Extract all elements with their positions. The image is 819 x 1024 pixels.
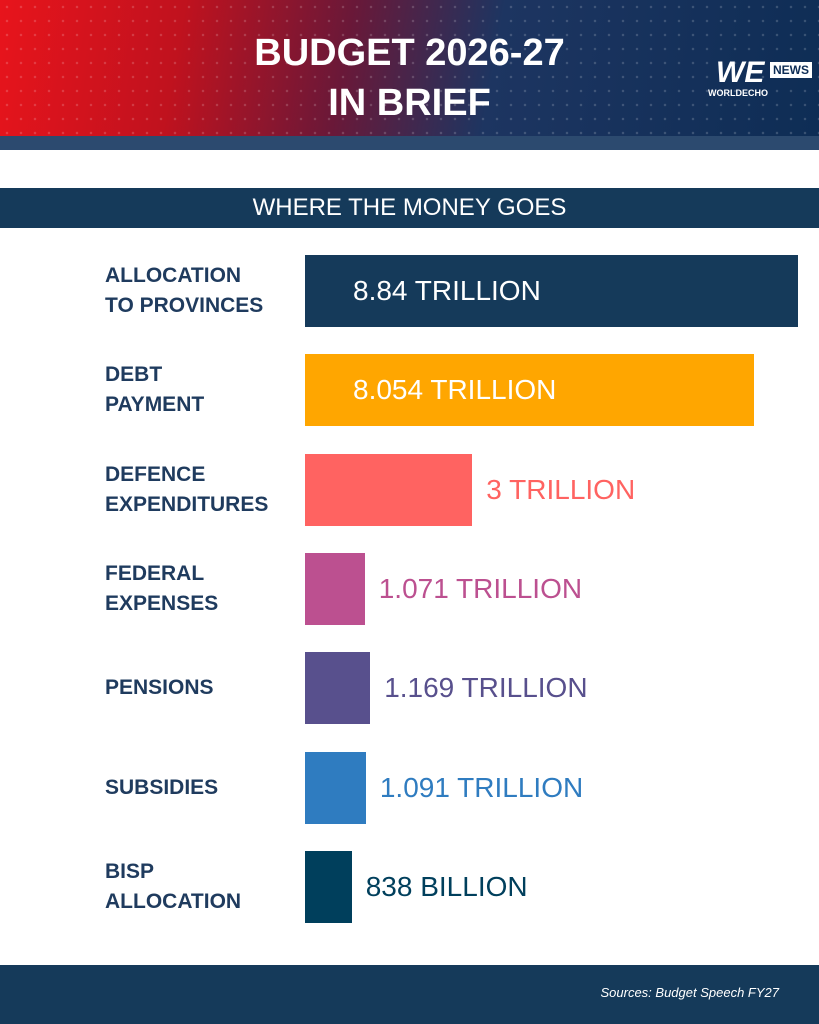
bar: [305, 354, 755, 427]
category-label: PENSIONS: [105, 676, 214, 700]
bar: [305, 552, 365, 625]
logo-badge: NEWS: [770, 62, 812, 78]
value-label: 8.054 TRILLION: [353, 374, 557, 406]
bar: [305, 751, 366, 824]
source: Sources: Budget Speech FY27: [600, 985, 779, 1000]
bar: [305, 652, 371, 725]
value-label: 1.169 TRILLION: [384, 672, 588, 704]
logo-name: WORLDECHO: [708, 88, 768, 98]
bar: [305, 850, 352, 923]
category-label: BISP ALLOCATION: [105, 859, 242, 913]
category-label: DEBT PAYMENT: [105, 363, 205, 417]
category-label: FEDERAL EXPENSES: [105, 561, 219, 615]
header-dots: [0, 0, 819, 136]
value-label: 8.84 TRILLION: [353, 275, 541, 306]
bar: [305, 255, 798, 327]
header: [0, 0, 819, 136]
category-label: DEFENCE EXPENDITURES: [105, 462, 269, 516]
category-label: ALLOCATION TO PROVINCES: [105, 264, 264, 317]
value-label: 3 TRILLION: [486, 473, 636, 505]
footer: [0, 965, 819, 1024]
value-label: 838 BILLION: [365, 870, 528, 902]
logo-mark: WE: [716, 56, 765, 89]
value-label: 1.091 TRILLION: [379, 771, 584, 803]
subtitle: WHERE THE MONEY GOES: [0, 188, 819, 228]
header-stripe: [0, 136, 819, 150]
category-label: SUBSIDIES: [105, 775, 219, 799]
bar: [305, 453, 473, 526]
title: BUDGET 2026-27 IN BRIEF: [254, 32, 565, 124]
value-label: 1.071 TRILLION: [378, 572, 583, 604]
